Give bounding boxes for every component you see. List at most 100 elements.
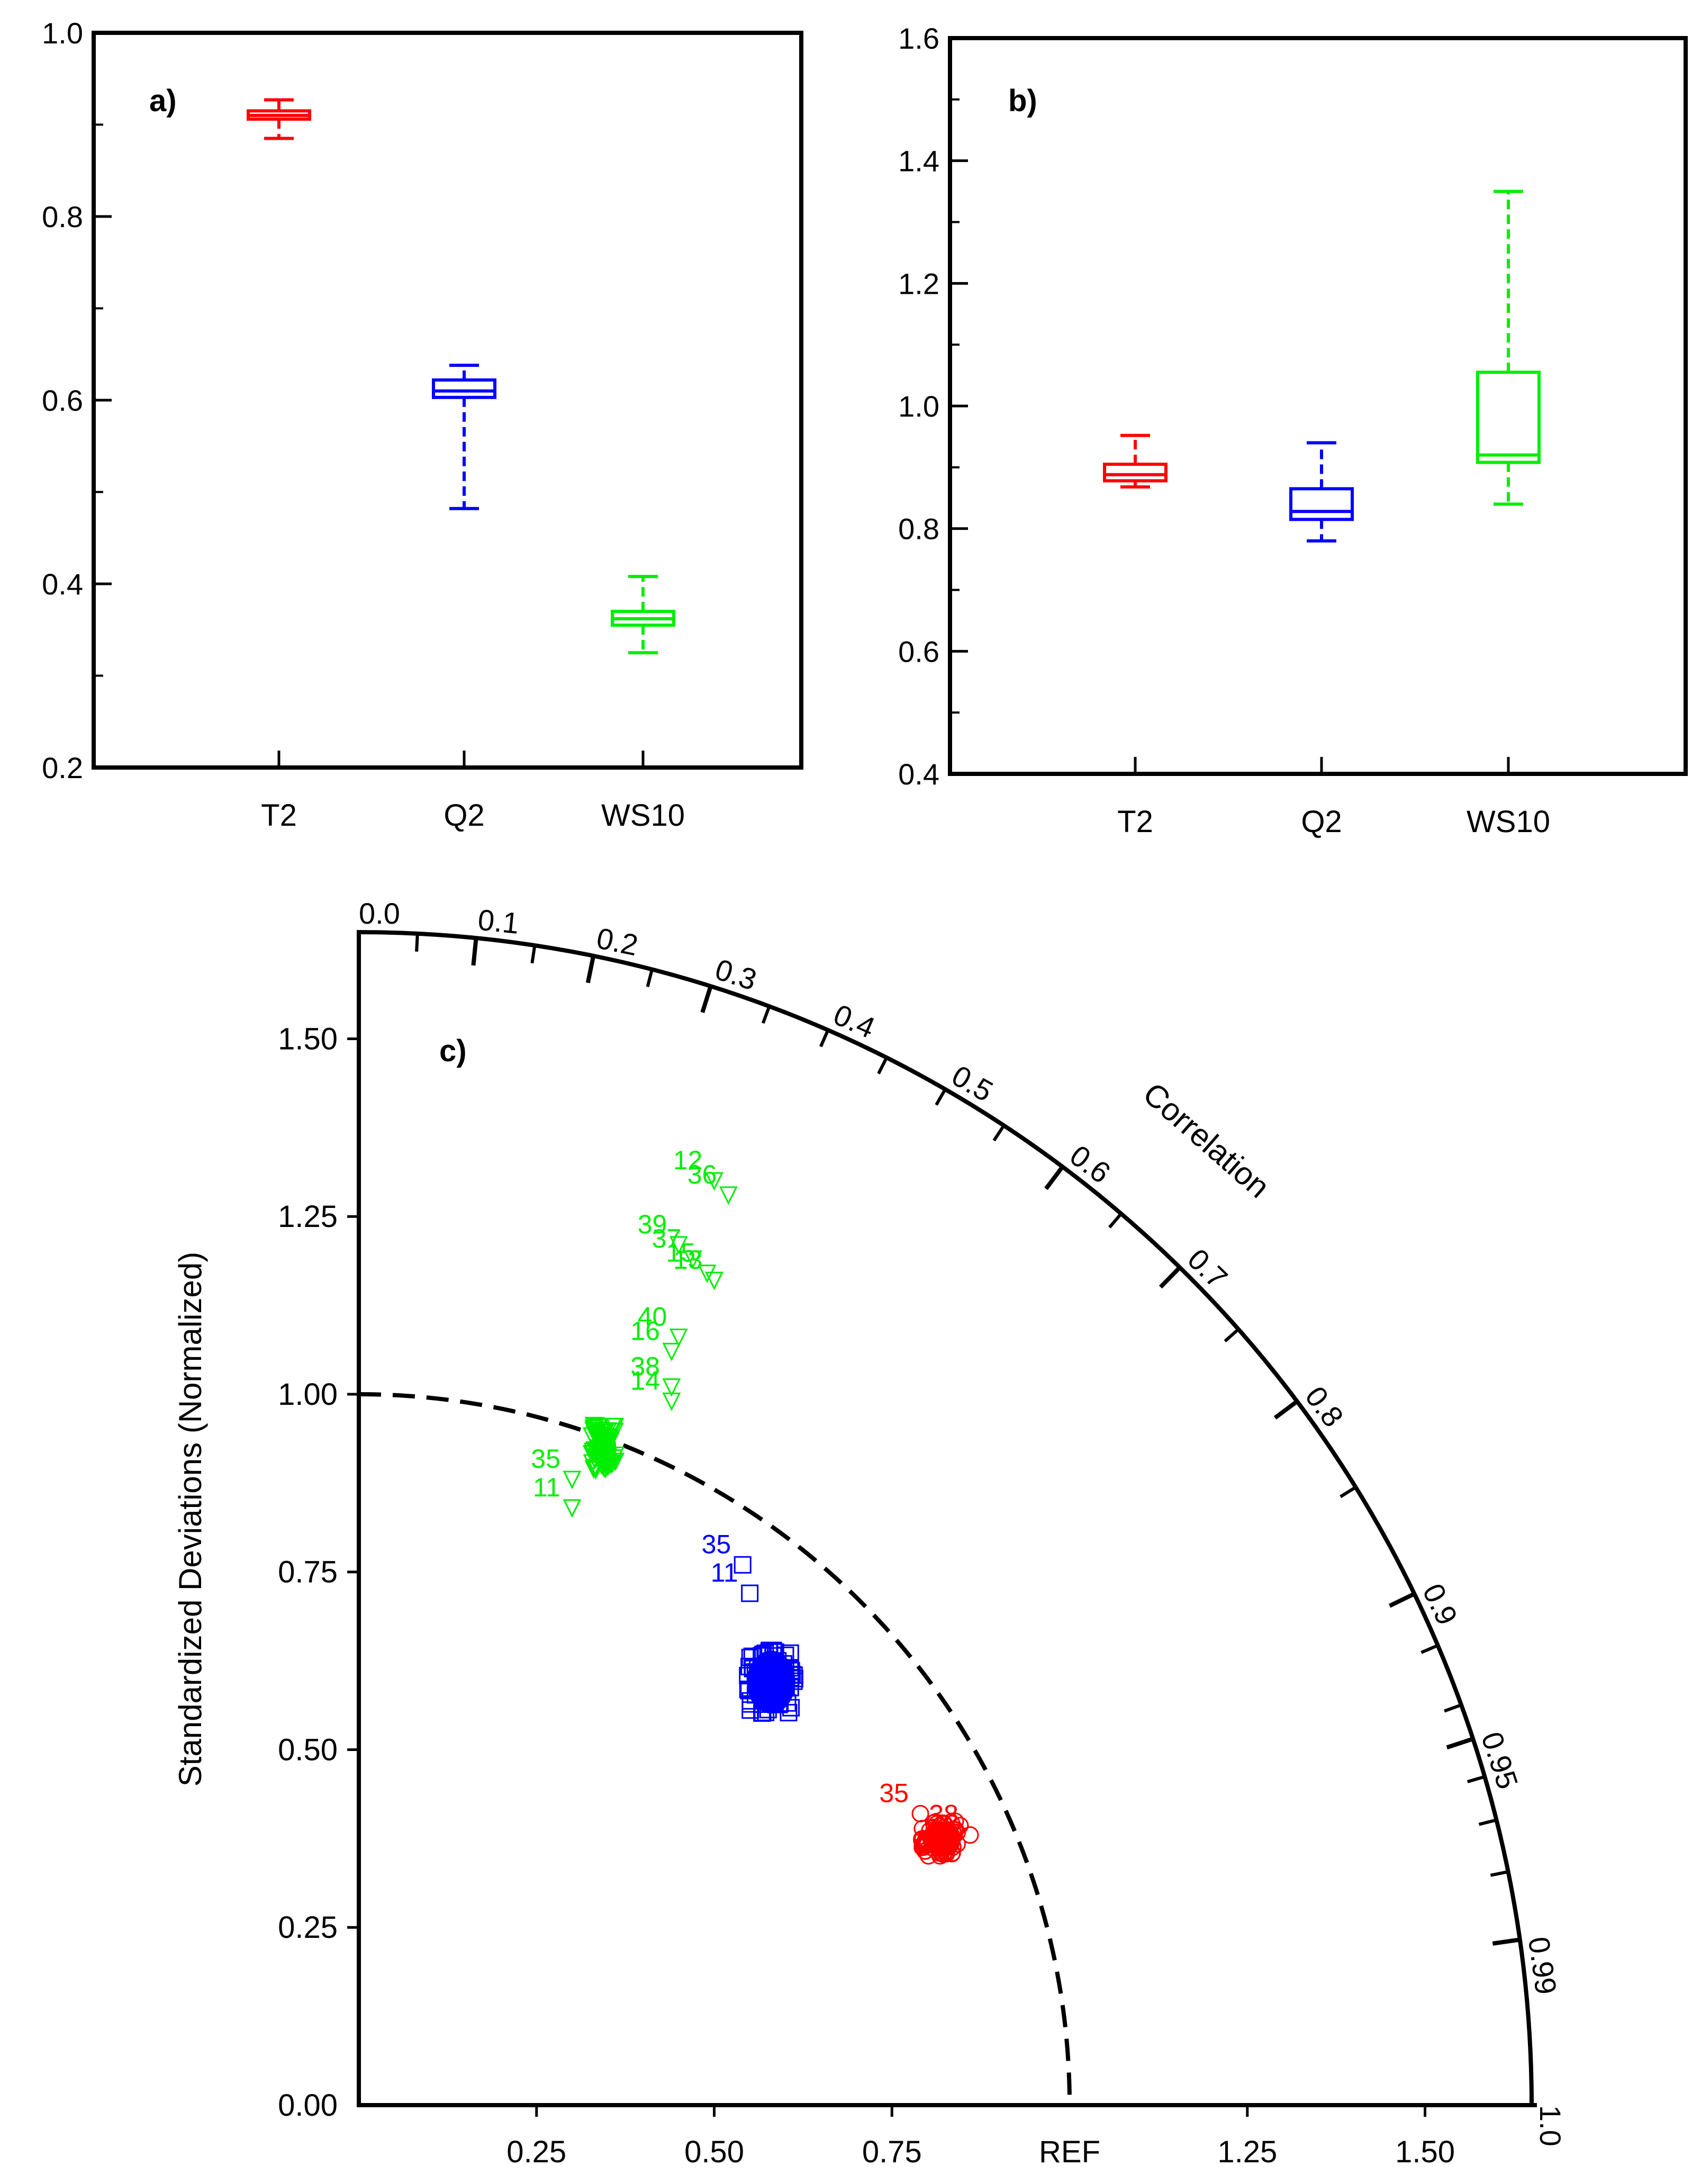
taylor-correlation-labels: 0.0 0.1 0.20.30.40.50.60.70.80.90.950.991.… [359,897,1567,2146]
y-tick-label: 1.4 [898,145,939,178]
triangle-marker [669,1236,688,1255]
x-tick-label-t2: T2 [1117,805,1153,839]
point-label-11: 11 [711,1558,738,1587]
correlation-tick [1159,1266,1182,1289]
triangle-marker [662,1342,681,1361]
y-tick-label: 0.25 [278,1910,338,1945]
correlation-tick [1420,1644,1438,1654]
correlation-label: 0.0 [359,897,400,930]
x-tick-label: 0.50 [684,2135,744,2169]
panel-a-x-labels: T2 Q2 WS10 [261,751,685,833]
correlation-tick [700,985,713,1013]
box-q2 [1289,441,1354,543]
y-tick-label: 1.25 [278,1199,338,1234]
point-label-38: 38 [929,1800,958,1829]
panel-b-boxes [1103,189,1541,543]
y-tick-label: 1.00 [278,1377,338,1412]
x-tick-label-q2: Q2 [1301,805,1342,839]
panel-c-label: c) [439,1034,467,1068]
correlation-tick [1492,1937,1521,1946]
panel-a-y-ticks: 0.2 0.4 0.6 0.8 1.0 [42,16,112,784]
x-tick-label-ws10: WS10 [1467,805,1550,839]
panel-a-label: a) [149,84,177,118]
taylor-correlation-ticks [415,933,1521,1946]
correlation-tick [935,1088,947,1106]
y-tick-label: 1.50 [278,1022,338,1056]
cluster-core [922,1821,961,1856]
x-tick-label-ws10: WS10 [601,798,685,833]
correlation-tick [415,933,419,952]
box-iqr [1103,463,1168,483]
box-t2 [247,98,311,140]
y-tick-label: 1.6 [898,22,939,55]
triangle-marker [698,1265,717,1284]
correlation-tick [877,1057,888,1075]
correlation-tick [761,1006,771,1024]
panel-b-frame [948,36,1688,776]
triangle-marker [563,1499,582,1518]
x-tick-label-q2: Q2 [444,798,484,833]
correlation-tick [1478,1818,1497,1826]
panel-a-boxes [247,98,675,655]
taylor-std-ticks: 0.00 0.25 0.50 0.75 1.00 1.25 1.50 0.25 0.50 0.75… [278,1022,1455,2169]
y-tick-label: 0.6 [42,384,83,417]
x-tick-label: 0.25 [506,2135,566,2169]
correlation-tick [992,1124,1006,1142]
circle-marker [911,1804,929,1822]
x-tick-label: 1.50 [1395,2135,1455,2169]
correlation-tick [1444,1703,1462,1713]
correlation-label: 0.95 [1475,1728,1525,1793]
square-marker [780,1703,798,1721]
point-label-16: 16 [630,1316,660,1346]
box-iqr [1476,371,1541,464]
taylor-y-axis-title: Standardized Deviations (Normalized) [173,1252,208,1786]
point-label-38: 38 [630,1352,660,1382]
correlation-label: 0.4 [829,998,880,1045]
correlation-tick [1340,1486,1357,1499]
triangle-marker [662,1378,681,1397]
triangle-marker [563,1470,582,1490]
correlation-label: 0.6 [1064,1139,1117,1190]
triangle-marker [683,1250,702,1269]
point-label-36: 36 [687,1160,717,1189]
square-marker [741,1584,759,1602]
y-tick-label: 0.00 [278,2088,338,2123]
point-label-39: 39 [638,1210,667,1239]
point-label-14: 14 [630,1366,660,1395]
y-tick-label: 1.0 [42,16,83,50]
box-iqr [432,378,496,399]
correlation-tick [1108,1213,1123,1229]
correlation-label: 0.7 [1181,1242,1234,1295]
correlation-tick [1273,1400,1299,1420]
point-label-11: 11 [533,1473,560,1502]
y-tick-label: 0.75 [278,1555,338,1590]
correlation-tick [1446,1737,1474,1750]
taylor-correlation-title: Correlation [1136,1076,1277,1205]
point-label-40: 40 [638,1302,667,1332]
cluster-core [592,1425,617,1469]
y-tick-label: 1.0 [898,390,939,423]
correlation-tick [471,937,478,966]
taylor-outer-arc [358,930,1534,2106]
x-tick-label: 1.25 [1217,2135,1277,2169]
triangle-marker [705,1172,723,1191]
square-marker [734,1556,752,1574]
triangle-marker [669,1329,688,1347]
correlation-tick [1388,1592,1416,1608]
point-label-12: 12 [673,1145,703,1175]
box-ws10 [1476,189,1541,506]
correlation-tick [1224,1328,1239,1342]
x-tick-label-t2: T2 [261,798,297,833]
y-tick-label: 0.6 [898,635,939,668]
correlation-tick [585,955,596,983]
box-iqr [1289,487,1354,521]
panel-a-box-plot: 0.2 0.4 0.6 0.8 1.0 T2 Q2 WS10 a) [42,16,803,833]
taylor-ref-label: REF [1039,2135,1100,2169]
correlation-label: 1.0 [1534,2105,1567,2146]
correlation-tick [1490,1870,1509,1877]
correlation-tick [1044,1165,1064,1190]
panel-b-box-plot: 0.4 0.6 0.8 1.0 1.2 1.4 1.6 T2 Q2 WS10 b) [898,22,1688,839]
point-label-13: 13 [673,1245,703,1275]
